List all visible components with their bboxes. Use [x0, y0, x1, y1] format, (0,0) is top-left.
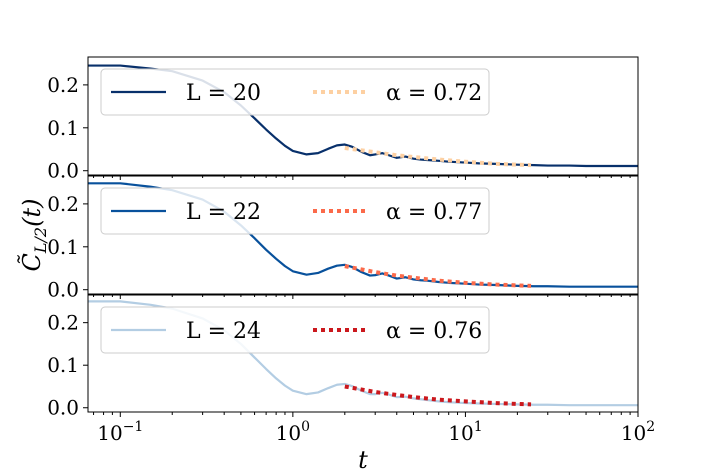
legend-entry-label: L = 20 — [186, 81, 261, 106]
y-tick-label: 0.0 — [47, 159, 79, 183]
panel-3: 0.0 0.1 0.2 L = 24 α = 0.76 — [47, 294, 639, 420]
x-tick-label: 102 — [621, 419, 655, 445]
x-axis-label: t — [358, 446, 368, 473]
legend-box — [100, 68, 490, 116]
panel-frame — [87, 175, 639, 295]
panel-frame — [87, 56, 639, 176]
x-tick-label: 101 — [448, 419, 482, 445]
legend-box — [100, 306, 490, 354]
panel-frame — [87, 294, 639, 413]
y-tick-label: 0.1 — [47, 235, 79, 259]
y-tick-label: 0.1 — [47, 353, 79, 377]
legend-entry-label: α = 0.76 — [386, 319, 482, 344]
panel-1: 0.0 0.1 0.2 L = 20 α = 0.72 — [47, 56, 639, 183]
legend-entry-label: α = 0.72 — [386, 81, 482, 106]
x-tick-label: 100 — [276, 419, 310, 445]
legend-entry-label: L = 22 — [186, 200, 261, 225]
legend-box — [100, 187, 490, 235]
legend-entry-label: L = 24 — [186, 319, 261, 344]
y-axis-label: C̃L/2(t) — [18, 199, 50, 272]
y-tick-label: 0.2 — [47, 192, 79, 216]
panel-2: 0.0 0.1 0.2 L = 22 α = 0.77 — [47, 175, 639, 302]
y-tick-label: 0.0 — [47, 396, 79, 420]
y-tick-label: 0.2 — [47, 311, 79, 335]
series-line — [344, 145, 532, 168]
legend-entry-label: α = 0.77 — [386, 200, 482, 225]
y-tick-label: 0.0 — [47, 278, 79, 302]
y-tick-label: 0.1 — [47, 116, 79, 140]
y-tick-label: 0.2 — [47, 73, 79, 97]
x-tick-label: 10−1 — [97, 419, 143, 445]
